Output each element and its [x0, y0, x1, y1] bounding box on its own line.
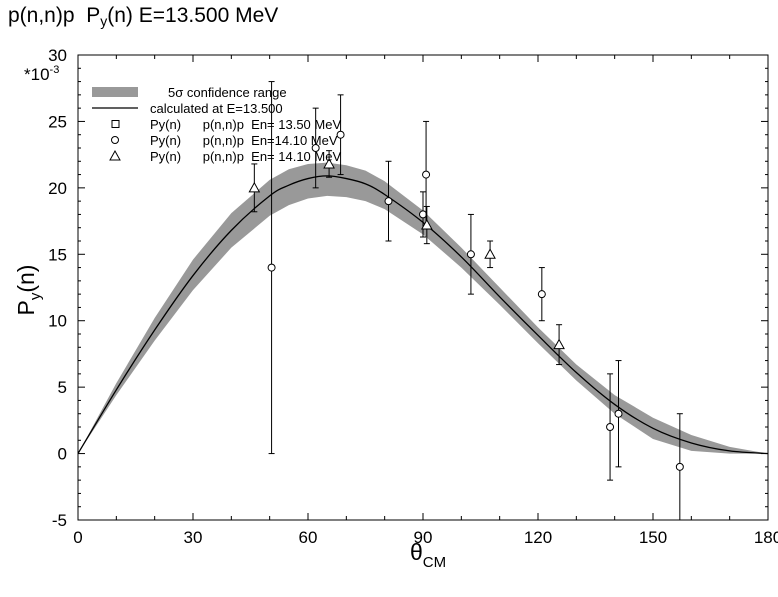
- x-tick-label: 0: [73, 528, 82, 547]
- x-tick-label: 30: [184, 528, 203, 547]
- confidence-band-layer: [78, 162, 768, 454]
- y-tick-label: -5: [52, 511, 67, 530]
- x-tick-label: 60: [299, 528, 318, 547]
- legend-label: calculated at E=13.500: [150, 101, 283, 116]
- legend-entry-square: Py(n) p(n,n)p En= 13.50 MeV: [111, 117, 341, 132]
- circle-marker: [537, 290, 546, 299]
- circle-marker: [311, 144, 320, 152]
- circle-marker: [675, 462, 684, 471]
- x-tick-label: 180: [754, 528, 778, 547]
- circle-marker: [384, 197, 393, 206]
- triangle-marker: [420, 219, 433, 230]
- legend-entry-band: 5σ confidence range: [92, 85, 287, 100]
- triangle-marker: [248, 181, 261, 193]
- data-point-circle-9: [614, 360, 623, 468]
- legend-circle-swatch: [111, 136, 119, 144]
- circle-marker: [606, 423, 615, 431]
- title-energy: E=13.500 MeV: [138, 4, 279, 27]
- data-point-triangle-0: [248, 163, 261, 213]
- legend-entry-circle: Py(n) p(n,n)p En=14.10 MeV: [111, 133, 338, 148]
- calculated-curve-layer: [77, 175, 769, 455]
- legend-square-swatch: [111, 120, 120, 128]
- y-tick-label: 10: [48, 312, 67, 331]
- triangle-marker: [553, 338, 565, 350]
- confidence-band: [78, 162, 768, 454]
- x-tick-label: 150: [639, 528, 667, 547]
- y-tick-label: 0: [58, 445, 67, 464]
- legend-label: Py(n) p(n,n)p En= 14.10 MeV: [150, 149, 341, 164]
- y-tick-label: 15: [48, 245, 67, 264]
- circle-marker: [466, 250, 475, 259]
- circle-marker: [422, 170, 431, 179]
- data-point-triangle-3: [484, 240, 496, 269]
- legend-label: 5σ confidence range: [168, 85, 287, 100]
- data-point-circle-7: [537, 267, 546, 322]
- data-point-triangle-1: [323, 150, 335, 178]
- data-point-circle-6: [466, 213, 475, 295]
- circle-marker: [267, 263, 276, 272]
- y-tick-label: 5: [58, 378, 67, 397]
- y-tick-label: 30: [48, 46, 67, 65]
- circle-marker: [614, 409, 623, 418]
- circle-marker: [419, 210, 427, 219]
- data-point-circle-3: [384, 160, 393, 242]
- legend-entry-triangle: Py(n) p(n,n)p En= 14.10 MeV: [109, 149, 341, 164]
- legend-triangle-swatch: [109, 149, 121, 161]
- data-point-circle-1: [311, 107, 320, 189]
- data-point-circle-0: [267, 81, 276, 455]
- triangle-marker: [323, 157, 335, 169]
- data-point-circle-2: [336, 94, 345, 176]
- title-observable: Py(n): [86, 4, 133, 29]
- x-axis-label: θCM: [410, 539, 446, 571]
- chart-title: p(n,n)p Py(n) E=13.500 MeV: [8, 4, 278, 29]
- x-tick-label: 90: [414, 528, 433, 547]
- legend-entry-line: calculated at E=13.500: [92, 101, 283, 116]
- data-point-circle-10: [675, 413, 684, 521]
- data-point-circle-8: [606, 373, 615, 481]
- data-point-triangle-2: [420, 205, 433, 245]
- triangle-marker: [484, 248, 496, 259]
- legend-label: Py(n) p(n,n)p En=14.10 MeV: [150, 133, 338, 148]
- y-multiplier-label: *10-3: [24, 64, 59, 84]
- title-reaction: p(n,n)p: [8, 4, 75, 27]
- y-axis-label: Py(n): [13, 265, 44, 316]
- circle-marker: [336, 130, 345, 139]
- legend-band-swatch: [92, 87, 138, 97]
- data-points-layer: [248, 81, 684, 521]
- y-tick-label: 20: [48, 179, 67, 198]
- x-tick-label: 120: [524, 528, 552, 547]
- legend-label: Py(n) p(n,n)p En= 13.50 MeV: [150, 117, 341, 132]
- y-tick-label: 25: [48, 112, 67, 131]
- calculated-curve: [77, 175, 769, 455]
- axis-labels-layer: θCM Py(n): [13, 265, 446, 571]
- plot-frame-layer: [77, 54, 769, 521]
- data-point-triangle-4: [553, 324, 565, 366]
